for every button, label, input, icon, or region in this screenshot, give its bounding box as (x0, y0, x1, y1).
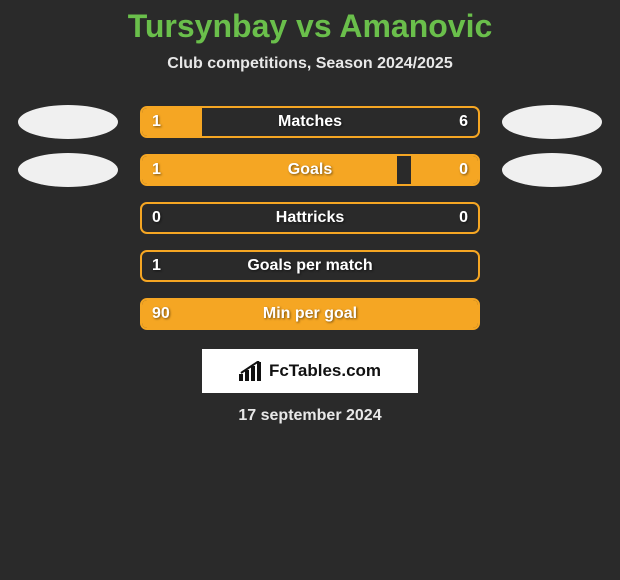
player-left-oval (18, 105, 118, 139)
stat-bar: 90 Min per goal (140, 298, 480, 330)
stat-right-value: 6 (459, 113, 468, 131)
chart-icon (239, 361, 263, 381)
stat-bar: 0 Hattricks 0 (140, 202, 480, 234)
stat-left-value: 1 (152, 257, 161, 275)
stat-left-value: 0 (152, 209, 161, 227)
bar-fill-left (142, 156, 397, 184)
player-right-oval (502, 105, 602, 139)
subtitle: Club competitions, Season 2024/2025 (0, 55, 620, 73)
stat-label: Hattricks (276, 209, 344, 227)
date-text: 17 september 2024 (0, 407, 620, 425)
stat-row: 1 Goals per match (0, 249, 620, 283)
stat-left-value: 1 (152, 113, 161, 131)
stat-right-value: 0 (459, 209, 468, 227)
stat-left-value: 90 (152, 305, 170, 323)
stat-row: 0 Hattricks 0 (0, 201, 620, 235)
stat-label: Goals (288, 161, 332, 179)
player-left-oval (18, 153, 118, 187)
page-title: Tursynbay vs Amanovic (0, 8, 620, 45)
stat-row: 1 Goals 0 (0, 153, 620, 187)
stat-bar: 1 Goals per match (140, 250, 480, 282)
brand-text: FcTables.com (269, 361, 381, 381)
stat-right-value: 0 (459, 161, 468, 179)
stat-label: Min per goal (263, 305, 357, 323)
comparison-card: Tursynbay vs Amanovic Club competitions,… (0, 0, 620, 425)
stats-list: 1 Matches 6 1 Goals 0 0 Hattricks 0 1 Goals per ma… (0, 105, 620, 331)
stat-label: Goals per match (247, 257, 372, 275)
stat-row: 1 Matches 6 (0, 105, 620, 139)
stat-left-value: 1 (152, 161, 161, 179)
player-right-oval (502, 153, 602, 187)
stat-row: 90 Min per goal (0, 297, 620, 331)
stat-bar: 1 Matches 6 (140, 106, 480, 138)
stat-label: Matches (278, 113, 342, 131)
brand-badge[interactable]: FcTables.com (202, 349, 418, 393)
stat-bar: 1 Goals 0 (140, 154, 480, 186)
